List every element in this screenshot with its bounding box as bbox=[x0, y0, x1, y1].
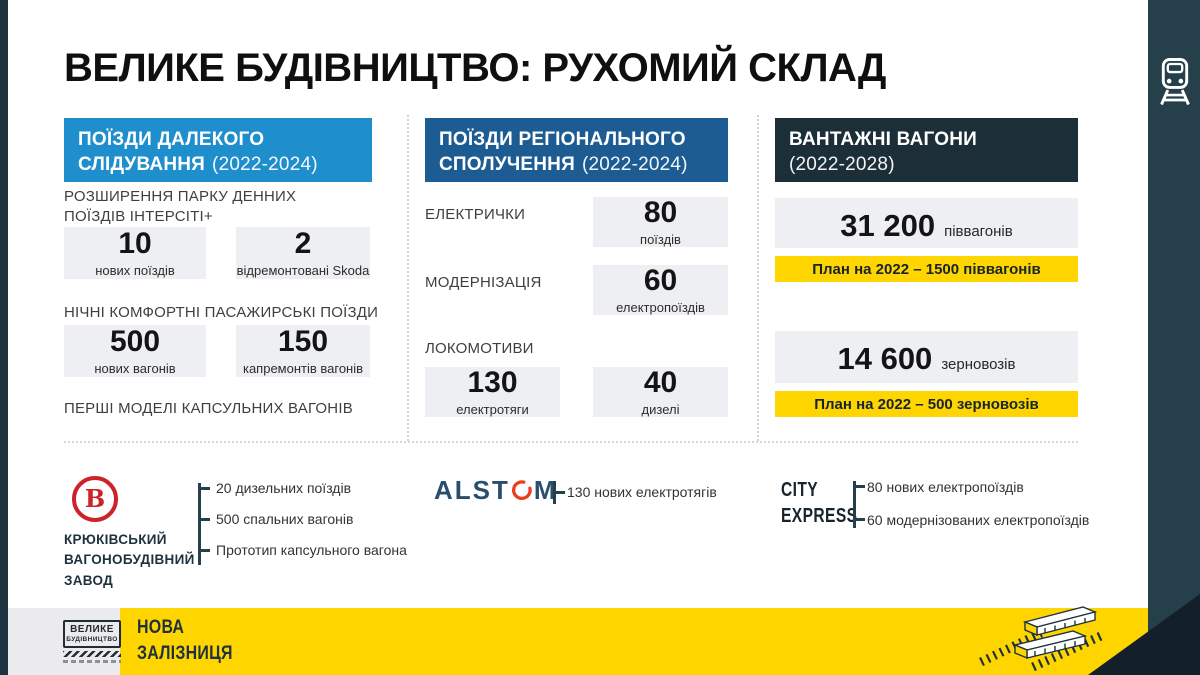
stat-box-grain-wagons: 14 600 зерновозів bbox=[775, 331, 1078, 383]
stat-value: 2 bbox=[294, 226, 312, 260]
section-label-night-trains: НІЧНІ КОМФОРТНІ ПАСАЖИРСЬКІ ПОЇЗДИ bbox=[64, 304, 379, 321]
header-line2: СПОЛУЧЕННЯ bbox=[439, 154, 575, 176]
stat-row: 500 нових вагонів 150 капремонтів вагоні… bbox=[64, 325, 370, 377]
column-header-freight: ВАНТАЖНІ ВАГОНИ (2022-2028) bbox=[775, 118, 1078, 182]
stat-box-overhauled-wagons: 150 капремонтів вагонів bbox=[236, 325, 370, 377]
column-separator bbox=[757, 115, 759, 441]
horizontal-separator bbox=[64, 441, 1078, 443]
city-express-logo: CITY EXPRESS bbox=[781, 479, 858, 527]
alstom-logo: ALST M bbox=[434, 475, 558, 505]
bracket-tick bbox=[201, 549, 210, 552]
stat-value: 14 600 bbox=[837, 341, 933, 376]
train-icon bbox=[1160, 58, 1190, 106]
plan-bar-grain-wagons: План на 2022 – 500 зерновозів bbox=[775, 391, 1078, 417]
kvbz-item: Прототип капсульного вагона bbox=[216, 542, 407, 558]
bracket-tick bbox=[856, 485, 865, 488]
header-period: (2022-2024) bbox=[581, 154, 688, 176]
stat-unit: піввагонів bbox=[944, 223, 1013, 240]
stat-label: нових вагонів bbox=[94, 360, 176, 376]
stat-label: нових поїздів bbox=[95, 262, 175, 278]
plan-bar-gondolas: План на 2022 – 1500 піввагонів bbox=[775, 256, 1078, 282]
stat-box-electric-locos: 130 електротяги bbox=[425, 367, 560, 417]
stat-row-modernization: МОДЕРНІЗАЦІЯ 60 електропоїздів bbox=[425, 265, 728, 315]
stat-box-repaired-skoda: 2 відремонтовані Skoda bbox=[236, 227, 370, 279]
stat-unit: зерновозів bbox=[941, 356, 1016, 373]
stat-value: 60 bbox=[643, 263, 678, 297]
city-express-item: 80 нових електропоїздів bbox=[867, 479, 1024, 495]
stat-label: поїздів bbox=[640, 231, 681, 247]
stat-value: 130 bbox=[467, 365, 518, 399]
section-label-intercity: РОЗШИРЕННЯ ПАРКУ ДЕННИХ ПОЇЗДІВ ІНТЕРСІТ… bbox=[64, 188, 297, 226]
stat-box-gondolas: 31 200 піввагонів bbox=[775, 198, 1078, 248]
column-separator bbox=[407, 115, 409, 441]
header-line1: ПОЇЗДИ РЕГІОНАЛЬНОГО bbox=[439, 129, 686, 150]
kvbz-item: 20 дизельних поїздів bbox=[216, 480, 352, 496]
stat-box-new-wagons: 500 нових вагонів bbox=[64, 325, 206, 377]
city-express-bracket bbox=[853, 481, 865, 528]
alstom-item: 130 нових електротягів bbox=[567, 484, 717, 500]
stat-box-electric-trains: 60 електропоїздів bbox=[593, 265, 728, 315]
right-edge-strip bbox=[1148, 0, 1200, 675]
stat-value: 10 bbox=[118, 226, 152, 260]
bracket-tick bbox=[856, 518, 865, 521]
stat-label: капремонтів вагонів bbox=[242, 360, 364, 376]
stat-box-trains: 80 поїздів bbox=[593, 197, 728, 247]
stat-label: дизелі bbox=[641, 401, 680, 417]
section-label-capsule-wagons: ПЕРШІ МОДЕЛІ КАПСУЛЬНИХ ВАГОНІВ bbox=[64, 400, 353, 417]
bracket-tick bbox=[201, 487, 210, 490]
kvbz-name: КРЮКІВСЬКИЙ ВАГОНОБУДІВНИЙ ЗАВОД bbox=[64, 532, 195, 588]
header-line1: ПОЇЗДИ ДАЛЕКОГО bbox=[78, 129, 265, 150]
stat-box-diesel-locos: 40 дизелі bbox=[593, 367, 728, 417]
kvbz-item: 500 спальних вагонів bbox=[216, 511, 354, 527]
kvbz-logo-letter: В bbox=[84, 484, 106, 513]
stat-label: електротяги bbox=[456, 401, 529, 417]
stat-label: електропоїздів bbox=[616, 299, 705, 315]
section-label-locomotives: ЛОКОМОТИВИ bbox=[425, 340, 534, 357]
bracket-tick bbox=[201, 518, 210, 521]
velyke-budivnytstvo-logo: ВЕЛИКЕ БУДІВНИЦТВО bbox=[63, 620, 121, 663]
column-header-regional: ПОЇЗДИ РЕГІОНАЛЬНОГО СПОЛУЧЕННЯ (2022-202… bbox=[425, 118, 728, 182]
alstom-o-icon bbox=[511, 480, 532, 500]
program-name: НОВА ЗАЛІЗНИЦЯ bbox=[137, 617, 233, 664]
column-header-long-distance: ПОЇЗДИ ДАЛЕКОГО СЛІДУВАННЯ (2022-2024) bbox=[64, 118, 372, 182]
stat-value: 150 bbox=[277, 324, 329, 358]
stat-value: 80 bbox=[643, 195, 678, 229]
stat-value: 31 200 bbox=[840, 208, 936, 243]
badge-subtext-stripe bbox=[63, 659, 121, 663]
page-title: ВЕЛИКЕ БУДІВНИЦТВО: РУХОМИЙ СКЛАД bbox=[64, 46, 886, 90]
train-illustration bbox=[979, 606, 1105, 672]
stat-value: 500 bbox=[109, 324, 161, 358]
stat-row: 10 нових поїздів 2 відремонтовані Skoda bbox=[64, 227, 370, 279]
row-label: МОДЕРНІЗАЦІЯ bbox=[425, 274, 542, 291]
city-express-item: 60 модернізованих електропоїздів bbox=[867, 512, 1090, 528]
alstom-bracket bbox=[553, 481, 565, 504]
left-edge-strip bbox=[0, 0, 8, 675]
header-period: (2022-2024) bbox=[212, 154, 318, 176]
header-period: (2022-2028) bbox=[789, 154, 895, 176]
stat-label: відремонтовані Skoda bbox=[236, 262, 370, 278]
stat-value: 40 bbox=[643, 365, 678, 399]
badge-hatch-stripe bbox=[63, 650, 121, 657]
row-label: ЕЛЕКТРИЧКИ bbox=[425, 206, 526, 223]
stat-row-locomotives: 130 електротяги 40 дизелі bbox=[425, 367, 728, 417]
footer-yellow-bar bbox=[120, 608, 1148, 675]
kvbz-logo-icon: В bbox=[72, 476, 118, 522]
stat-row-electrichky: ЕЛЕКТРИЧКИ 80 поїздів bbox=[425, 197, 728, 247]
header-line1: ВАНТАЖНІ ВАГОНИ bbox=[789, 129, 977, 150]
kvbz-bracket bbox=[198, 483, 210, 565]
header-line2: СЛІДУВАННЯ bbox=[78, 154, 206, 176]
bracket-tick bbox=[556, 491, 565, 494]
stat-box-new-trains: 10 нових поїздів bbox=[64, 227, 206, 279]
